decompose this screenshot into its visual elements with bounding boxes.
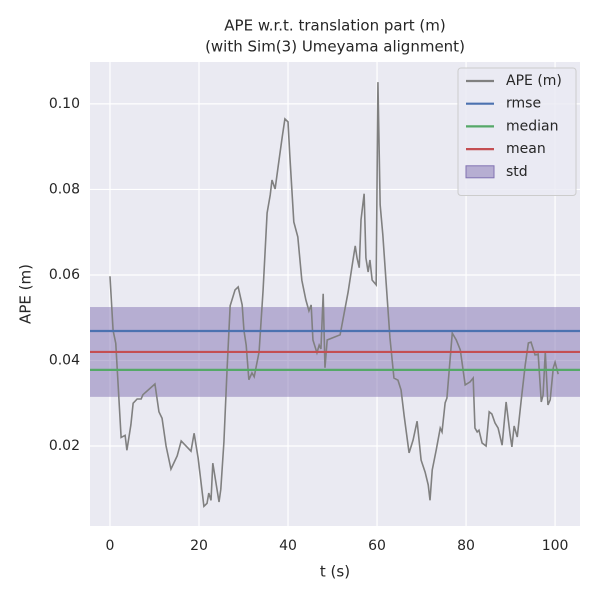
x-tick-label: 60 bbox=[368, 538, 386, 554]
legend-label: rmse bbox=[506, 96, 541, 112]
legend-label: median bbox=[506, 118, 558, 134]
x-tick-label: 20 bbox=[190, 538, 208, 554]
data-line bbox=[109, 82, 559, 509]
x-tick-label: 100 bbox=[542, 538, 569, 554]
chart-title: APE w.r.t. translation part (m) bbox=[224, 17, 445, 35]
legend-label: std bbox=[506, 164, 528, 180]
x-tick-label: 0 bbox=[106, 538, 115, 554]
x-axis-label: t (s) bbox=[320, 563, 350, 581]
x-tick-label: 40 bbox=[279, 538, 297, 554]
legend-label: APE (m) bbox=[506, 73, 562, 89]
y-tick-label: 0.08 bbox=[49, 181, 80, 197]
y-tick-label: 0.02 bbox=[49, 438, 80, 454]
legend-swatch bbox=[465, 165, 495, 179]
x-tick-label: 80 bbox=[457, 538, 475, 554]
y-tick-label: 0.06 bbox=[49, 267, 80, 283]
y-tick-label: 0.04 bbox=[49, 352, 80, 368]
y-tick-label: 0.10 bbox=[49, 96, 80, 112]
legend-label: mean bbox=[506, 141, 546, 157]
chart-subtitle: (with Sim(3) Umeyama alignment) bbox=[205, 38, 465, 56]
legend-box bbox=[457, 67, 577, 196]
y-axis-label: APE (m) bbox=[17, 264, 35, 324]
